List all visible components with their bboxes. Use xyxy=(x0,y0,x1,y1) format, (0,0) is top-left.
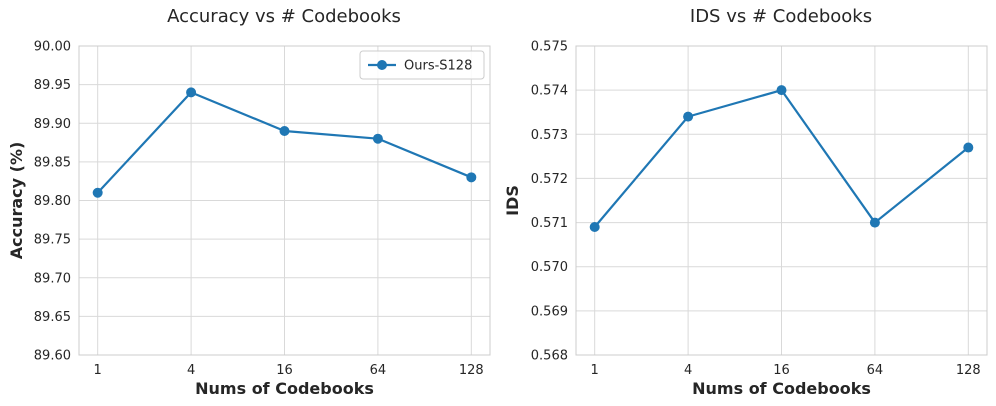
data-point xyxy=(963,142,974,153)
data-point xyxy=(279,125,290,136)
data-point xyxy=(589,221,600,232)
y-tick-label: 90.00 xyxy=(34,40,71,55)
y-tick-label: 89.70 xyxy=(34,271,71,286)
data-point xyxy=(683,111,694,122)
x-tick-label: 16 xyxy=(773,363,790,378)
x-tick-label: 4 xyxy=(187,363,195,378)
x-tick-label: 16 xyxy=(276,363,293,378)
x-tick-label: 4 xyxy=(684,363,692,378)
x-tick-label: 64 xyxy=(370,363,387,378)
x-tick-label: 128 xyxy=(956,363,981,378)
chart-title: IDS vs # Codebooks xyxy=(690,6,872,27)
y-tick-label: 0.569 xyxy=(531,304,568,319)
grid xyxy=(79,45,490,356)
legend: Ours-S128 xyxy=(359,50,485,80)
plot-frame xyxy=(575,45,988,356)
legend-label: Ours-S128 xyxy=(404,59,472,74)
y-tick-label: 89.80 xyxy=(34,194,71,209)
y-tick-label: 89.95 xyxy=(34,78,71,93)
data-point xyxy=(869,217,880,228)
chart-title: Accuracy vs # Codebooks xyxy=(167,6,401,27)
y-tick-label: 0.572 xyxy=(531,172,568,187)
y-tick-label: 0.568 xyxy=(531,349,568,364)
y-tick-label: 89.90 xyxy=(34,117,71,132)
y-tick-label: 89.75 xyxy=(34,233,71,248)
data-point xyxy=(186,87,197,98)
x-axis-label: Nums of Codebooks xyxy=(692,379,871,398)
y-tick-label: 0.571 xyxy=(531,216,568,231)
x-tick-label: 128 xyxy=(459,363,484,378)
y-axis-label: IDS xyxy=(503,185,522,216)
ids-chart: 1 4 16 64 128 0.568 0.569 0.570 0.571 0.572 0.573 0… xyxy=(503,6,988,398)
y-tick-label: 89.85 xyxy=(34,155,71,170)
y-tick-label: 0.575 xyxy=(531,40,568,55)
legend-marker xyxy=(377,60,387,70)
accuracy-chart: 1 4 16 64 128 89.60 89.65 89.70 89.75 89.80 89.85 8… xyxy=(7,6,491,398)
y-tick-label: 89.65 xyxy=(34,310,71,325)
y-tick-label: 0.570 xyxy=(531,260,568,275)
plot-frame xyxy=(78,45,491,356)
x-tick-label: 1 xyxy=(591,363,599,378)
data-point xyxy=(372,133,383,144)
x-tick-label: 64 xyxy=(867,363,884,378)
y-tick-label: 0.573 xyxy=(531,128,568,143)
data-point xyxy=(776,85,787,96)
legend-box xyxy=(359,50,485,80)
data-point xyxy=(466,172,477,183)
data-point xyxy=(92,187,103,198)
y-tick-label: 89.60 xyxy=(34,349,71,364)
y-axis-label: Accuracy (%) xyxy=(7,142,26,260)
x-axis-label: Nums of Codebooks xyxy=(195,379,374,398)
y-tick-label: 0.574 xyxy=(531,84,568,99)
x-tick-label: 1 xyxy=(94,363,102,378)
